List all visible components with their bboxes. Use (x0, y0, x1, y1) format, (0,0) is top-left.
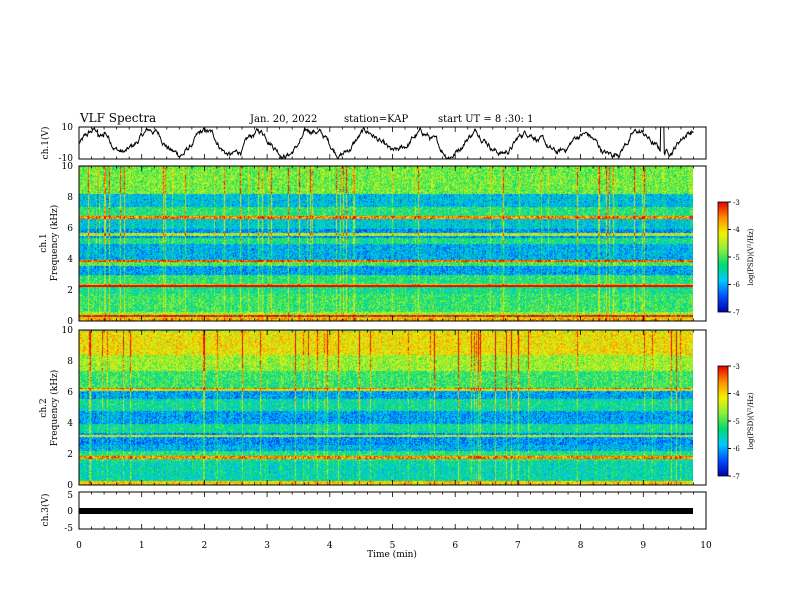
figure-title: VLF Spectra (79, 111, 156, 125)
time-tick-label: 1 (139, 541, 145, 551)
ch3-ytick-5: 5 (67, 491, 73, 501)
ch1-ytick-2: 2 (67, 286, 73, 296)
ch2-cb-tick-m3: -3 (733, 363, 740, 371)
ch2-cb-tick-m6: -6 (733, 445, 740, 453)
ch1-colorbar-ticks (728, 201, 731, 313)
ch1-cb-tick-m5: -5 (733, 254, 740, 262)
time-tick-label: 9 (640, 541, 646, 551)
time-tick-label: 2 (202, 541, 208, 551)
ch1-waveform-panel: 10 -10 ch.1(V) (40, 123, 707, 164)
ch1-colorbar: -3 -4 -5 -6 -7 log(PSD)(V²/Hz) (717, 199, 755, 317)
ch2-ytick-6: 6 (67, 388, 73, 398)
ch2-colorbar-label: log(PSD)(V²/Hz) (747, 392, 755, 449)
ch1-colorbar-label: log(PSD)(V²/Hz) (747, 228, 755, 285)
ch1-ytick-top: 10 (62, 123, 74, 133)
time-tick-label: 6 (452, 541, 458, 551)
ch2-colorbar: -3 -4 -5 -6 -7 log(PSD)(V²/Hz) (717, 363, 755, 481)
time-tick-label: 7 (515, 541, 521, 551)
ch2-cb-tick-m7: -7 (733, 473, 740, 481)
ch1-ytick-6: 6 (67, 224, 73, 234)
ch2-spectrogram-ylabel-line2: Frequency (kHz) (49, 370, 60, 447)
ch1-waveform-time-ticks (78, 127, 707, 159)
ch3-signal-band (79, 508, 693, 514)
ch2-cb-tick-m5: -5 (733, 418, 740, 426)
ch1-waveform-line (79, 127, 694, 159)
ch1-frequency-ticks: 0 2 4 6 8 10 (62, 162, 74, 327)
ch2-cb-tick-m4: -4 (733, 390, 740, 398)
ch1-ytick-10: 10 (62, 162, 74, 172)
station-label: station=KAP (344, 114, 408, 125)
ch2-spectrogram-panel: 0 2 4 6 8 10 ch.2 Frequency (kHz) (39, 326, 707, 491)
time-tick-label: 8 (578, 541, 584, 551)
ch1-waveform-ylabel: ch.1(V) (40, 127, 51, 160)
ch2-colorbar-gradient (718, 366, 728, 476)
ch2-frequency-ticks: 0 2 4 6 8 10 (62, 326, 74, 491)
ch1-spectrogram-image (79, 166, 693, 321)
ch3-ylabel: ch.3(V) (40, 494, 51, 527)
ch2-spectrogram-time-ticks (78, 330, 707, 485)
ch2-ytick-10: 10 (62, 326, 74, 336)
ch2-ytick-0: 0 (67, 481, 73, 491)
time-tick-label: 0 (76, 541, 82, 551)
ch1-ytick-8: 8 (67, 193, 73, 203)
date-label: Jan. 20, 2022 (249, 114, 317, 125)
time-tick-label: 3 (264, 541, 270, 551)
ch1-ytick-4: 4 (67, 255, 73, 265)
ch1-spectrogram-ylabel-line2: Frequency (kHz) (49, 205, 60, 282)
ch1-ytick-bottom: -10 (59, 154, 74, 164)
ch1-cb-tick-m4: -4 (733, 226, 740, 234)
ch1-spectrogram-panel: 0 2 4 6 8 10 ch.1 Frequency (kHz) (39, 162, 707, 327)
ch2-spectrogram-image (79, 330, 693, 485)
ch3-strip-panel: 5 0 -5 ch.3(V) (40, 491, 707, 534)
time-tick-label: 4 (327, 541, 333, 551)
ch2-ytick-8: 8 (67, 357, 73, 367)
ch2-ytick-2: 2 (67, 450, 73, 460)
ch3-time-ticks (78, 492, 707, 529)
ch2-colorbar-ticks (728, 365, 731, 477)
ch2-ytick-4: 4 (67, 419, 73, 429)
ch1-cb-tick-m7: -7 (733, 309, 740, 317)
ch1-colorbar-gradient (718, 202, 728, 312)
time-axis-tick-labels: 0 1 2 3 4 5 6 7 8 9 10 (76, 541, 712, 551)
ch1-cb-tick-m6: -6 (733, 281, 740, 289)
time-tick-label: 10 (700, 541, 712, 551)
time-axis-label: Time (min) (367, 549, 417, 560)
ch1-cb-tick-m3: -3 (733, 199, 740, 207)
time-tick-label: 5 (390, 541, 396, 551)
ch2-spectrogram-ylabel-line1: ch.2 (39, 398, 49, 417)
ch3-ytick-minus5: -5 (64, 524, 73, 534)
ch3-ytick-0: 0 (67, 507, 73, 517)
start-time-label: start UT = 8 :30: 1 (438, 114, 533, 125)
ch1-spectrogram-ylabel-line1: ch.1 (39, 233, 49, 252)
ch1-spectrogram-time-ticks (78, 166, 707, 321)
ch1-ytick-0: 0 (67, 317, 73, 327)
